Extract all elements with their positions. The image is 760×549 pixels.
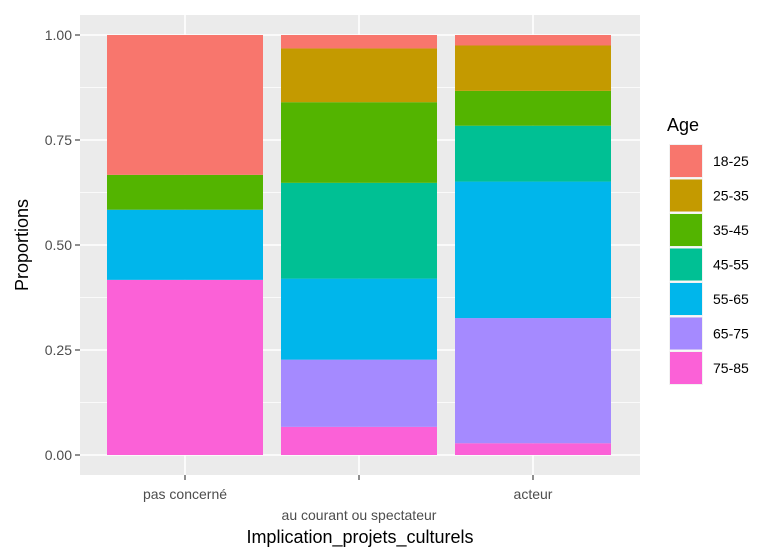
x-tick-label: acteur [514,486,553,502]
bar-segment [281,182,437,279]
bar-segment [281,35,437,49]
legend-title: Age [667,115,699,135]
bar-segment [107,35,263,175]
legend-label: 65-75 [713,326,749,342]
legend: Age 18-25 25-35 35-45 45-55 55-65 65-75 75-85 [667,115,749,385]
legend-label: 75-85 [713,360,749,376]
bar-segment [281,359,437,427]
bar-segment [455,45,611,91]
x-axis-title: Implication_projets_culturels [246,527,473,548]
legend-swatch [670,179,702,212]
y-tick-label: 0.75 [45,132,72,148]
y-tick-label: 0.50 [45,237,72,253]
bar-segment [107,209,263,280]
bar-segment [281,48,437,103]
x-axis: pas concerné au courant ou spectateur acte… [143,475,553,523]
bar-segment [281,426,437,455]
y-tick-label: 1.00 [45,27,72,43]
legend-swatch [670,352,702,384]
legend-swatch [670,145,702,177]
legend-label: 25-35 [713,188,749,204]
bar-segment [455,181,611,319]
legend-label: 55-65 [713,291,749,307]
legend-swatch [670,214,702,246]
y-axis-title: Proportions [12,199,32,291]
bar-segment [455,125,611,182]
bar-segment [455,90,611,126]
bar-segment [107,174,263,210]
y-tick-label: 0.00 [45,447,72,463]
bar-segment [281,102,437,183]
x-tick-label: au courant ou spectateur [282,507,437,523]
legend-label: 35-45 [713,222,749,238]
x-tick-label: pas concerné [143,486,227,502]
bar-segment [455,35,611,46]
y-tick-label: 0.25 [45,342,72,358]
bars [107,35,611,455]
bar-segment [455,318,611,444]
bar-segment [281,278,437,360]
bar-segment [455,443,611,455]
bar-segment [107,279,263,455]
legend-label: 18-25 [713,153,749,169]
legend-swatch [670,317,702,350]
legend-label: 45-55 [713,257,749,273]
legend-swatch [670,248,702,281]
legend-swatch [670,283,702,315]
y-axis: 0.00 0.25 0.50 0.75 1.00 [45,27,80,463]
